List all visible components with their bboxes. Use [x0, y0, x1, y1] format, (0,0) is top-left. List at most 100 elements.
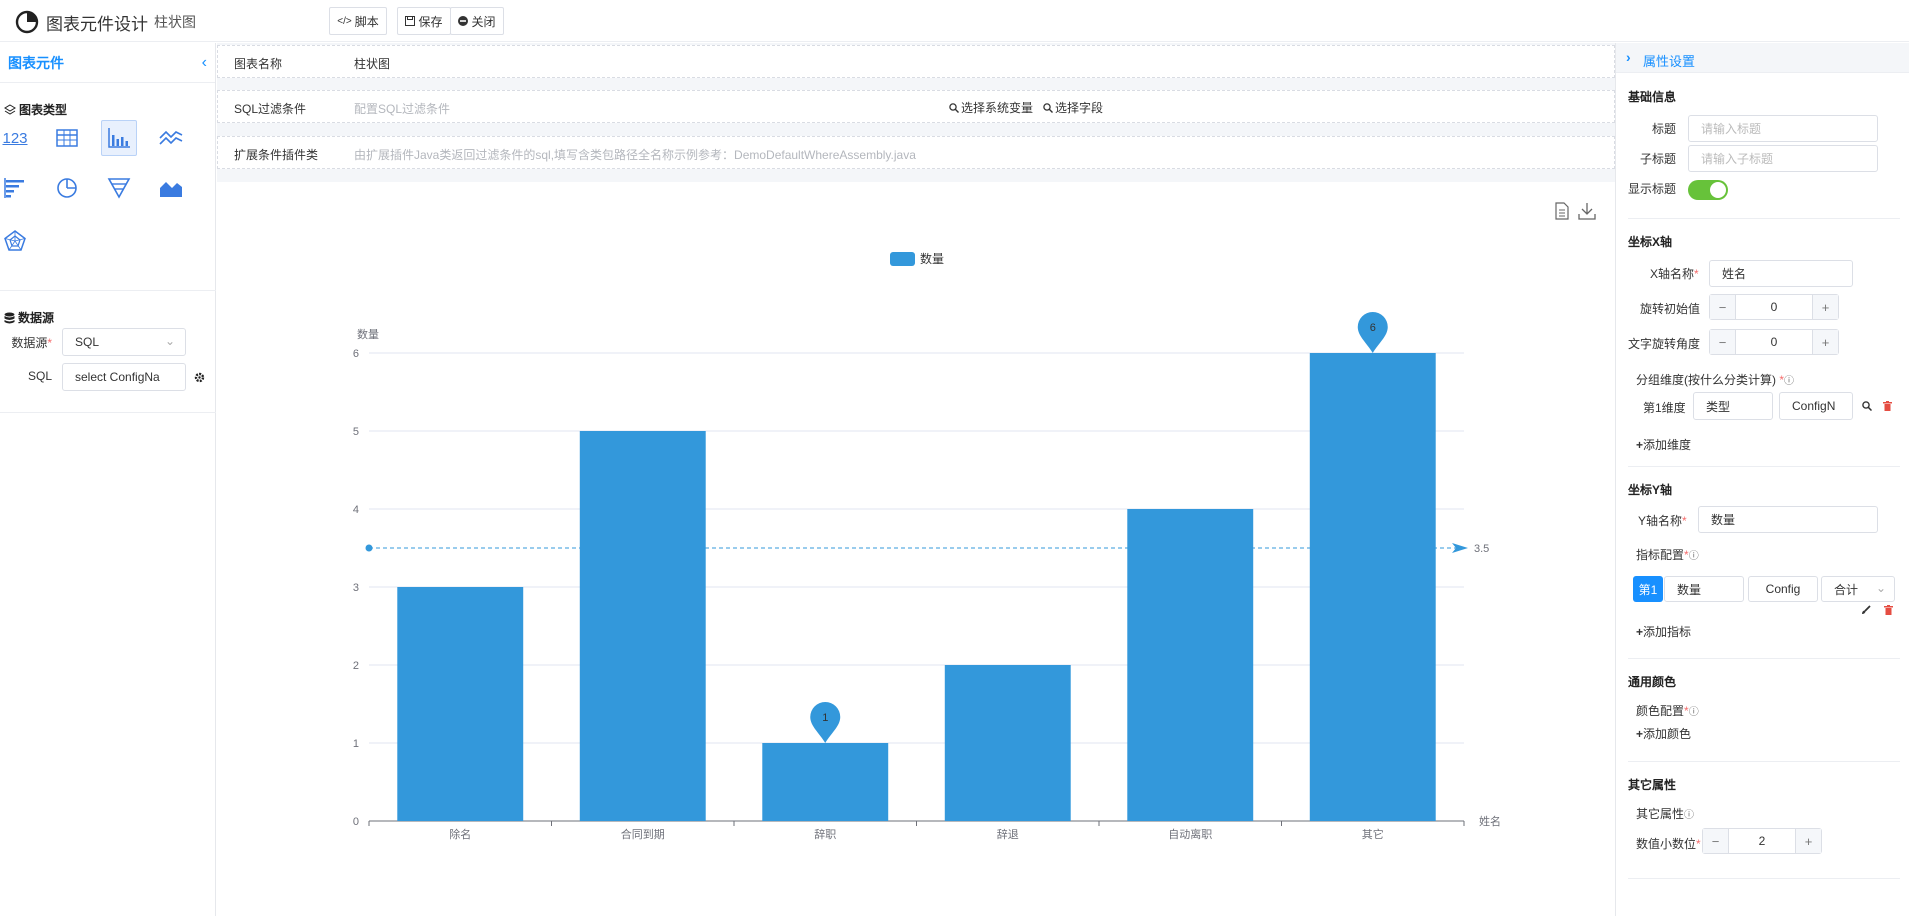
top-bar: 图表元件设计 柱状图 </> 脚本 保存 关闭 [0, 0, 1909, 42]
text-rotate-stepper[interactable]: − 0 + [1709, 329, 1839, 355]
help-icon: ⓘ [1688, 551, 1699, 562]
add-color-link[interactable]: +添加颜色 [1636, 727, 1692, 741]
text-rotate-value: 0 [1770, 335, 1778, 349]
bar-chart-icon [108, 128, 130, 148]
gear-icon[interactable] [194, 372, 205, 383]
subtitle-input[interactable]: 请输入子标题 [1688, 145, 1878, 172]
chart-name-input[interactable]: 柱状图 [354, 57, 391, 71]
rotate-start-label: 旋转初始值 [1640, 302, 1701, 316]
add-metric-link[interactable]: +添加指标 [1636, 625, 1692, 639]
y-tick-label: 5 [353, 426, 359, 438]
text-rotate-label: 文字旋转角度 [1628, 337, 1701, 351]
dimension-1-type[interactable]: 类型 [1693, 392, 1773, 420]
help-icon: ⓘ [1684, 810, 1695, 821]
add-dimension-link[interactable]: +添加维度 [1636, 438, 1692, 452]
chart-types-title: 图表类型 [4, 101, 67, 118]
property-panel: › 属性设置 基础信息 标题 请输入标题 子标题 请输入子标题 显示标题 坐标X… [1615, 43, 1909, 916]
subtitle-label: 子标题 [1640, 152, 1677, 166]
left-divider [0, 290, 216, 291]
bar [397, 587, 524, 821]
dimension-1-field[interactable]: ConfigN [1779, 392, 1853, 420]
title-label: 标题 [1652, 122, 1677, 136]
data-view-icon[interactable] [1555, 202, 1569, 220]
save-button[interactable]: 保存 [397, 7, 451, 35]
chart-name-row: 图表名称 柱状图 [217, 45, 1615, 78]
minus-icon[interactable]: − [1703, 829, 1729, 853]
x-axis-name: 姓名 [1479, 814, 1501, 828]
y-axis-title: 坐标Y轴 [1628, 483, 1673, 497]
right-divider [1628, 658, 1900, 659]
metric-1-name[interactable]: 数量 [1664, 576, 1744, 602]
show-title-label: 显示标题 [1628, 182, 1677, 196]
color-config-label: 颜色配置*ⓘ [1636, 704, 1699, 718]
x-tick-label: 自动离职 [1168, 827, 1212, 841]
search-icon[interactable] [1862, 401, 1872, 411]
extension-plugin-label: 扩展条件插件类 [234, 148, 319, 162]
x-axis-name-input[interactable]: 姓名 [1709, 260, 1853, 287]
show-title-toggle[interactable] [1688, 180, 1728, 200]
select-field-button[interactable]: 选择字段 [1043, 99, 1103, 116]
y-tick-label: 2 [353, 660, 359, 672]
x-tick-label: 辞职 [814, 827, 836, 841]
datasource-label: 数据源* [11, 336, 52, 350]
chart-type-number[interactable]: 123 [0, 120, 33, 156]
plus-icon[interactable]: + [1795, 829, 1821, 853]
select-system-variable-label: 选择系统变量 [961, 101, 1034, 115]
metric-1-aggregate[interactable]: 合计 ⌄ [1821, 576, 1895, 602]
line-chart-icon [159, 130, 183, 145]
y-axis-name-label: Y轴名称* [1638, 514, 1687, 528]
download-icon[interactable] [1578, 202, 1596, 220]
basic-info-title: 基础信息 [1628, 90, 1677, 104]
minus-icon[interactable]: − [1710, 295, 1736, 319]
mark-point-pin [1357, 312, 1388, 353]
chart-type-line[interactable] [153, 120, 189, 156]
decimal-places-stepper[interactable]: − 2 + [1702, 828, 1822, 854]
metric-1-field-value: Config [1765, 582, 1801, 596]
trash-icon[interactable] [1883, 401, 1892, 411]
trash-icon[interactable] [1884, 605, 1893, 615]
select-system-variable-button[interactable]: 选择系统变量 [949, 99, 1033, 116]
minus-icon[interactable]: − [1710, 330, 1736, 354]
rotate-start-value: 0 [1770, 300, 1778, 314]
bar [944, 665, 1071, 821]
chart-type-horizontal-bar[interactable] [0, 170, 33, 206]
mark-line-arrow [1452, 543, 1468, 553]
database-icon [4, 312, 15, 323]
chart-type-area[interactable] [153, 170, 189, 206]
metric-1-field[interactable]: Config [1748, 576, 1818, 602]
dimension-1-field-value: ConfigN [1792, 399, 1836, 413]
title-input[interactable]: 请输入标题 [1688, 115, 1878, 142]
x-axis-name-label: X轴名称* [1650, 267, 1699, 281]
extension-plugin-input[interactable]: 由扩展插件Java类返回过滤条件的sql,填写含类包路径全名称示例参考：Demo… [354, 148, 916, 162]
brush-icon[interactable] [1861, 605, 1871, 615]
mark-line-label: 3.5 [1474, 543, 1489, 555]
chart-type-bar[interactable] [101, 120, 137, 156]
y-tick-label: 6 [353, 348, 359, 360]
rotate-start-stepper[interactable]: − 0 + [1709, 294, 1839, 320]
chart-type-table[interactable] [49, 120, 85, 156]
y-axis-name-input[interactable]: 数量 [1698, 506, 1878, 533]
script-button[interactable]: </> 脚本 [329, 7, 387, 35]
decimal-places-value: 2 [1758, 834, 1766, 848]
sql-input[interactable]: select ConfigNa [62, 363, 186, 391]
close-button[interactable]: 关闭 [450, 7, 504, 35]
chart-types-title-text: 图表类型 [19, 103, 68, 117]
dimension-1-type-value: 类型 [1706, 399, 1731, 414]
dimension-1-label: 第1维度 [1643, 401, 1686, 415]
y-tick-label: 0 [353, 816, 359, 828]
x-axis-title: 坐标X轴 [1628, 235, 1673, 249]
chevron-right-icon[interactable]: › [1626, 49, 1631, 65]
y-tick-label: 1 [353, 738, 359, 750]
chart-type-radar[interactable] [0, 223, 33, 259]
plus-icon[interactable]: + [1812, 330, 1838, 354]
metric-1-badge: 第1 [1633, 576, 1663, 602]
chart-type-funnel[interactable] [101, 170, 137, 206]
datasource-title: 数据源 [4, 309, 54, 326]
chart-type-pie[interactable] [49, 170, 85, 206]
sql-filter-label: SQL过滤条件 [234, 102, 307, 116]
plus-icon[interactable]: + [1812, 295, 1838, 319]
left-divider-2 [0, 412, 216, 413]
sql-filter-input[interactable]: 配置SQL过滤条件 [354, 102, 451, 116]
datasource-select[interactable]: SQL ⌄ [62, 328, 186, 356]
collapse-chevron-left-icon[interactable]: ‹ [201, 53, 207, 71]
